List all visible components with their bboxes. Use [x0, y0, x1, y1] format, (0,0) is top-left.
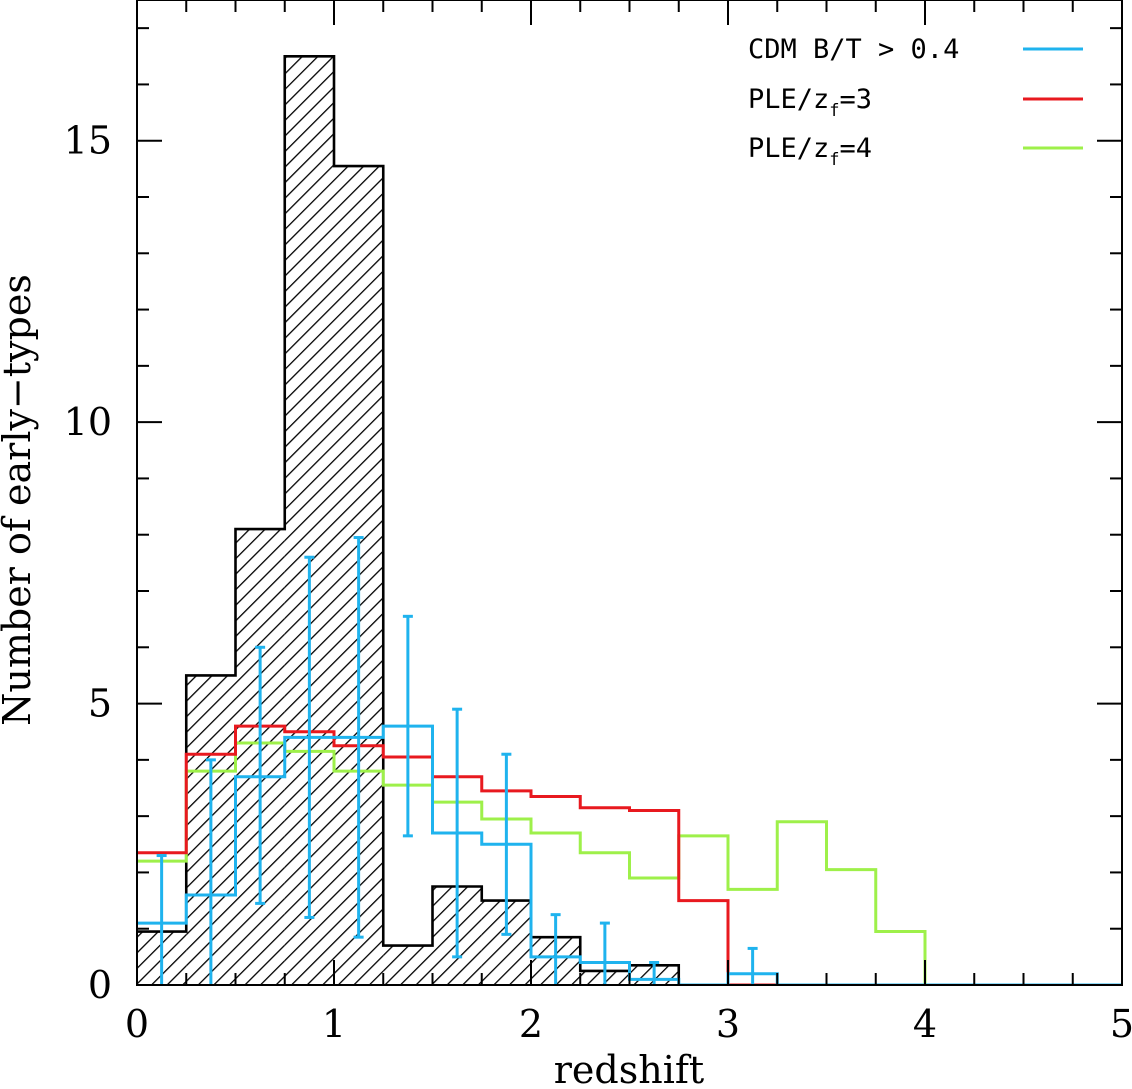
series-line-ple3 [137, 724, 1122, 985]
tick-labels: 0 1 2 3 4 5 0 5 10 15 [64, 119, 1132, 1046]
y-tick-label: 15 [64, 119, 112, 163]
error-bar [353, 536, 364, 939]
error-bar [550, 913, 561, 985]
error-bar [255, 645, 266, 905]
error-bar [156, 854, 167, 985]
error-bar [599, 921, 610, 985]
x-tick-label: 1 [322, 1002, 346, 1046]
x-tick-label: 3 [716, 1002, 740, 1046]
y-tick-label: 0 [88, 963, 112, 1007]
error-bars [156, 536, 758, 985]
x-tick-label: 2 [519, 1002, 543, 1046]
legend-label-cdm: CDM B/T > 0.4 [748, 34, 959, 65]
error-bar [747, 946, 758, 985]
error-bar [205, 758, 216, 985]
x-tick-label: 4 [913, 1002, 937, 1046]
axis-ticks [136, 0, 1123, 986]
legend-label-ple3: PLE/zf=3 [748, 84, 872, 121]
model-series [137, 724, 1122, 985]
error-bar [501, 752, 512, 936]
y-tick-label: 5 [88, 682, 112, 726]
hist-bar [383, 945, 433, 985]
series-line-cdm [137, 724, 1122, 985]
legend-label-ple4: PLE/zf=4 [748, 133, 872, 170]
observed-histogram [137, 54, 1122, 985]
x-tick-label: 5 [1110, 1002, 1132, 1046]
x-axis-title: redshift [554, 1048, 704, 1089]
y-axis-title: Number of early−types [0, 274, 39, 726]
legend: CDM B/T > 0.4 PLE/zf=3 PLE/zf=4 [748, 34, 1083, 170]
error-bar [402, 614, 413, 838]
error-bar [649, 960, 660, 985]
x-tick-label: 0 [125, 1002, 149, 1046]
y-tick-label: 10 [64, 400, 112, 444]
error-bar [304, 555, 315, 919]
error-bar [452, 707, 463, 959]
